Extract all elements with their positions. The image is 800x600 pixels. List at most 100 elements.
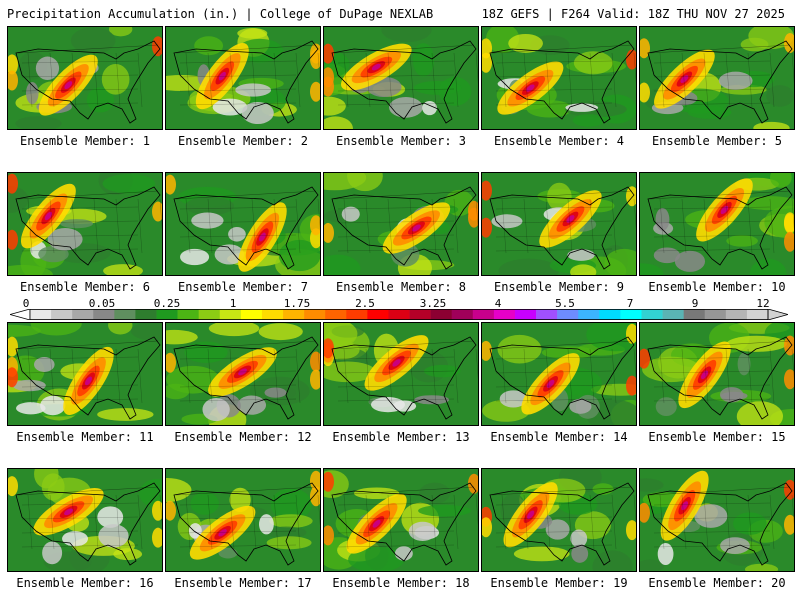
colorbar-swatch	[704, 309, 727, 320]
border-line	[491, 486, 633, 496]
dry-area	[97, 506, 124, 528]
border-line	[175, 486, 317, 496]
colorbar-swatch	[240, 309, 263, 320]
us-outline	[173, 186, 319, 270]
state-line	[159, 198, 162, 229]
coastal-precip	[310, 81, 320, 102]
state-line	[769, 348, 775, 404]
colorbar-swatch	[641, 309, 663, 320]
colorbar-swatch	[725, 309, 748, 320]
precip-band	[85, 376, 92, 386]
state-line	[179, 234, 297, 238]
colorbar-label: 1.75	[283, 297, 311, 310]
colorbar-label: 4	[494, 297, 502, 310]
precip-blob	[190, 492, 219, 515]
state-line	[747, 52, 753, 108]
dry-area	[228, 226, 246, 242]
precip-blob	[381, 27, 432, 43]
member-caption: Ensemble Member: 17	[174, 576, 312, 590]
colorbar-swatch	[430, 309, 453, 320]
state-line	[159, 494, 162, 525]
state-line	[21, 384, 139, 388]
state-line	[653, 398, 771, 402]
precip-map-svg	[8, 173, 162, 275]
member-caption: Ensemble Member: 4	[493, 134, 625, 148]
state-line	[115, 52, 121, 108]
state-line	[21, 206, 139, 210]
state-line	[365, 52, 371, 108]
colorbar-swatch	[451, 309, 474, 320]
state-line	[495, 248, 613, 252]
border-line	[175, 340, 317, 350]
state-line	[21, 544, 139, 548]
coastal-precip	[626, 520, 636, 541]
us-outline	[489, 186, 635, 270]
state-line	[137, 52, 143, 108]
state-line	[769, 198, 775, 254]
colorbar-swatch	[325, 309, 347, 320]
precip-blob	[526, 100, 573, 118]
state-line	[653, 60, 771, 64]
state-line	[295, 198, 301, 254]
state-line	[589, 52, 595, 108]
coastal-precip	[784, 479, 794, 500]
state-line	[725, 494, 731, 550]
coastal-precip	[784, 213, 794, 234]
us-outline	[173, 482, 319, 566]
colorbar-swatch	[93, 309, 115, 320]
precip-map-svg	[640, 469, 794, 571]
dry-area	[98, 524, 129, 548]
state-line	[431, 198, 437, 254]
coastal-precip	[482, 52, 492, 73]
coastal-precip	[8, 229, 18, 250]
state-line	[21, 102, 139, 106]
precip-map	[165, 322, 321, 426]
precip-map-svg	[8, 469, 162, 571]
state-line	[137, 198, 143, 254]
precip-blob	[733, 512, 767, 535]
state-line	[681, 494, 687, 550]
state-line	[523, 494, 529, 550]
state-line	[653, 74, 771, 78]
state-line	[93, 494, 99, 550]
precip-blob	[166, 478, 192, 503]
precip-blob	[237, 38, 284, 63]
state-line	[49, 52, 55, 108]
precip-blob	[324, 116, 353, 129]
dry-area	[569, 398, 592, 414]
state-line	[495, 530, 613, 534]
state-line	[179, 220, 297, 224]
coastal-precip	[626, 323, 636, 344]
dry-area	[694, 504, 728, 528]
state-line	[21, 516, 139, 520]
precip-map	[481, 172, 637, 276]
precip-blob	[498, 258, 559, 275]
precip-band	[259, 232, 266, 242]
us-outline	[647, 40, 793, 124]
coastal-precip	[324, 67, 334, 88]
precip-band	[700, 370, 709, 380]
colorbar-swatch	[493, 309, 516, 320]
dry-area	[42, 541, 63, 565]
state-line	[747, 494, 753, 550]
precip-blob	[15, 116, 62, 129]
coastal-precip	[468, 473, 478, 494]
colorbar-label: 9	[691, 297, 699, 310]
member-caption: Ensemble Member: 14	[490, 430, 628, 444]
member-caption: Ensemble Member: 13	[332, 430, 470, 444]
precip-blob	[642, 356, 701, 383]
state-line	[453, 348, 459, 404]
state-line	[343, 52, 349, 108]
dry-area	[214, 244, 245, 265]
coastal-precip	[310, 369, 320, 390]
state-line	[725, 348, 731, 404]
precip-map-svg	[324, 27, 478, 129]
state-line	[409, 348, 415, 404]
precip-blob	[97, 408, 154, 421]
state-line	[21, 356, 139, 360]
coastal-precip	[468, 200, 478, 221]
dry-area	[545, 519, 570, 540]
coastal-precip	[784, 335, 794, 356]
dry-area	[737, 352, 751, 376]
state-line	[475, 494, 478, 525]
